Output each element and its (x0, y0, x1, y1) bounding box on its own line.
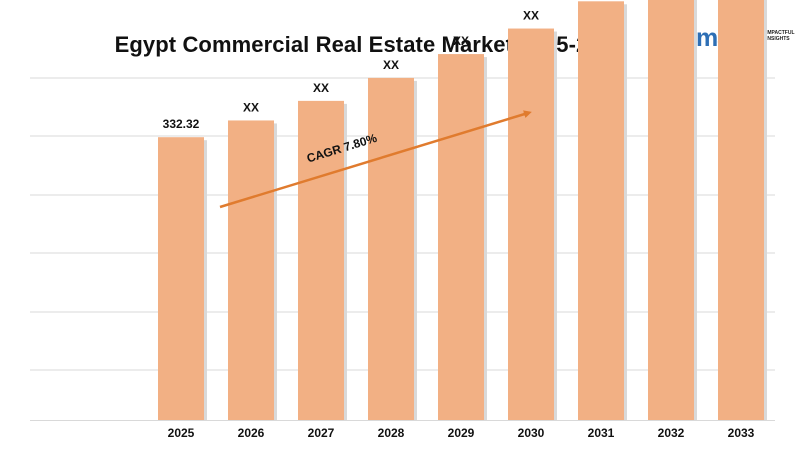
bar-2025 (158, 137, 204, 420)
data-label-2028: XX (383, 58, 399, 72)
data-label-2025: 332.32 (163, 117, 200, 131)
x-tick-2032: 2032 (658, 426, 685, 440)
data-label-2029: XX (453, 34, 469, 48)
x-tick-2033: 2033 (728, 426, 755, 440)
x-tick-2028: 2028 (378, 426, 405, 440)
bar-2026 (228, 120, 274, 420)
bar-2029 (438, 54, 484, 420)
data-label-2030: XX (523, 9, 539, 23)
bar-2028 (368, 77, 414, 420)
x-tick-2030: 2030 (518, 426, 545, 440)
x-tick-2031: 2031 (588, 426, 615, 440)
x-tick-2026: 2026 (238, 426, 265, 440)
logo-tagline: IMPACTFUL INSIGHTS (766, 30, 795, 42)
x-tick-2025: 2025 (168, 426, 195, 440)
bars (158, 0, 767, 420)
x-axis-ticks: 2025 2026 2027 2028 2029 2030 2031 2032 2033 (168, 426, 755, 440)
bar-2027 (298, 100, 344, 420)
data-label-2026: XX (243, 100, 259, 114)
x-tick-2027: 2027 (308, 426, 335, 440)
bar-2033 (718, 0, 764, 420)
data-labels: 332.32XXXXXXXXXXXXXX708.73 (163, 9, 539, 132)
bar-2032 (648, 0, 694, 420)
bar-2030 (508, 28, 554, 420)
x-tick-2029: 2029 (448, 426, 475, 440)
cagr-arrow (219, 110, 532, 209)
bar-2031 (578, 1, 624, 420)
data-label-2027: XX (313, 81, 329, 95)
